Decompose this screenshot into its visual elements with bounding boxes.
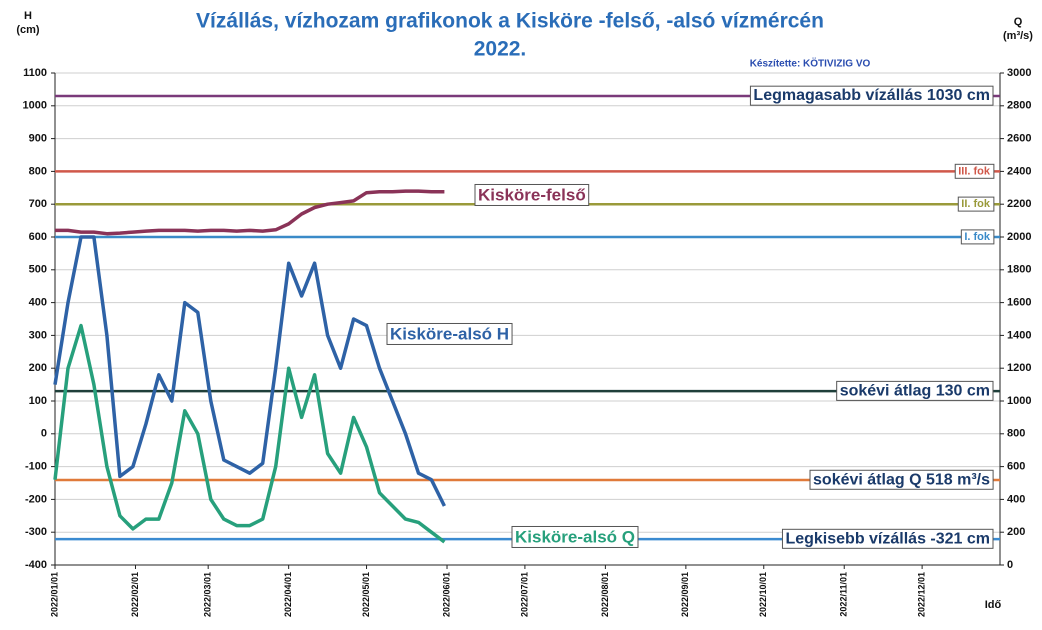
reference-label-box — [809, 469, 994, 490]
y2-tick-label: 1600 — [1007, 297, 1031, 309]
y-tick-label: 500 — [29, 264, 47, 276]
reference-label-box — [781, 528, 994, 549]
series-label-box — [511, 525, 639, 548]
y-tick-label: -300 — [25, 526, 47, 538]
y2-axis-unit: (m³/s) — [1003, 30, 1033, 42]
y-tick-label: 100 — [29, 395, 47, 407]
y2-tick-label: 2200 — [1007, 198, 1031, 210]
reference-label: III. fok — [958, 165, 991, 177]
x-tick-label: 2022/07/01 — [519, 572, 529, 617]
series-label: Kisköre-felső — [478, 185, 586, 204]
reference-label-box — [957, 196, 995, 212]
reference-label: II. fok — [961, 198, 991, 210]
y2-tick-label: 1800 — [1007, 264, 1031, 276]
y-axis-unit: (cm) — [16, 24, 40, 36]
reference-label-box — [749, 85, 994, 106]
y2-tick-label: 800 — [1007, 428, 1025, 440]
chart-subtitle: 2022. — [474, 38, 527, 61]
y-tick-label: 600 — [29, 231, 47, 243]
y-tick-label: -400 — [25, 559, 47, 571]
y-tick-label: -200 — [25, 493, 47, 505]
x-tick-label: 2022/03/01 — [203, 572, 213, 617]
x-tick-label: 2022/05/01 — [361, 572, 371, 617]
y-tick-label: 900 — [29, 133, 47, 145]
reference-label: sokévi átlag 130 cm — [840, 382, 990, 399]
series-label: Kisköre-alsó Q — [515, 527, 635, 546]
series-label-box — [474, 183, 590, 206]
y2-tick-label: 200 — [1007, 526, 1025, 538]
x-tick-label: 2022/08/01 — [600, 572, 610, 617]
y2-tick-label: 2800 — [1007, 100, 1031, 112]
y2-tick-label: 1400 — [1007, 329, 1031, 341]
x-tick-label: 2022/06/01 — [441, 572, 451, 617]
y2-tick-label: 2600 — [1007, 133, 1031, 145]
y2-tick-label: 3000 — [1007, 67, 1031, 79]
y2-tick-label: 2000 — [1007, 231, 1031, 243]
y-tick-label: 300 — [29, 329, 47, 341]
x-tick-label: 2022/12/01 — [916, 572, 926, 617]
series-label: Kisköre-alsó H — [390, 324, 509, 343]
series-line — [55, 189, 445, 236]
series-line — [53, 323, 446, 544]
y-tick-label: 700 — [29, 198, 47, 210]
x-tick-label: 2022/09/01 — [680, 572, 690, 617]
y-tick-label: 1000 — [23, 100, 47, 112]
y-tick-label: 400 — [29, 297, 47, 309]
x-axis-label: Idő — [985, 599, 1002, 611]
reference-label: I. fok — [964, 231, 991, 243]
x-tick-label: 2022/01/01 — [49, 572, 59, 617]
y2-tick-label: 1200 — [1007, 362, 1031, 374]
reference-label-box — [960, 229, 995, 245]
x-tick-label: 2022/10/01 — [758, 572, 768, 617]
y-tick-label: 200 — [29, 362, 47, 374]
x-tick-label: 2022/02/01 — [130, 572, 140, 617]
x-tick-label: 2022/04/01 — [283, 572, 293, 617]
series-label-box — [386, 322, 513, 345]
y-tick-label: 0 — [41, 428, 47, 440]
x-tick-label: 2022/11/01 — [839, 572, 849, 617]
reference-label: Legmagasabb vízállás 1030 cm — [753, 87, 990, 104]
y2-tick-label: 0 — [1007, 559, 1013, 571]
y2-axis-label: Q — [1014, 16, 1023, 28]
y-tick-label: -100 — [25, 461, 47, 473]
chart-title: Vízállás, vízhozam grafikonok a Kisköre … — [196, 10, 824, 33]
y2-tick-label: 600 — [1007, 461, 1025, 473]
y-tick-label: 800 — [29, 165, 47, 177]
series-line — [53, 235, 446, 507]
y2-tick-label: 1000 — [1007, 395, 1031, 407]
y-tick-label: 1100 — [23, 67, 47, 79]
reference-label-box — [954, 163, 995, 179]
y2-tick-label: 400 — [1007, 493, 1025, 505]
reference-label: sokévi átlag Q 518 m³/s — [813, 471, 990, 488]
y2-tick-label: 2400 — [1007, 165, 1031, 177]
y-axis-label: H — [24, 10, 32, 22]
reference-label: Legkisebb vízállás -321 cm — [785, 530, 990, 547]
reference-label-box — [836, 380, 994, 401]
credit: Készítette: KÖTIVIZIG VO — [750, 57, 871, 70]
